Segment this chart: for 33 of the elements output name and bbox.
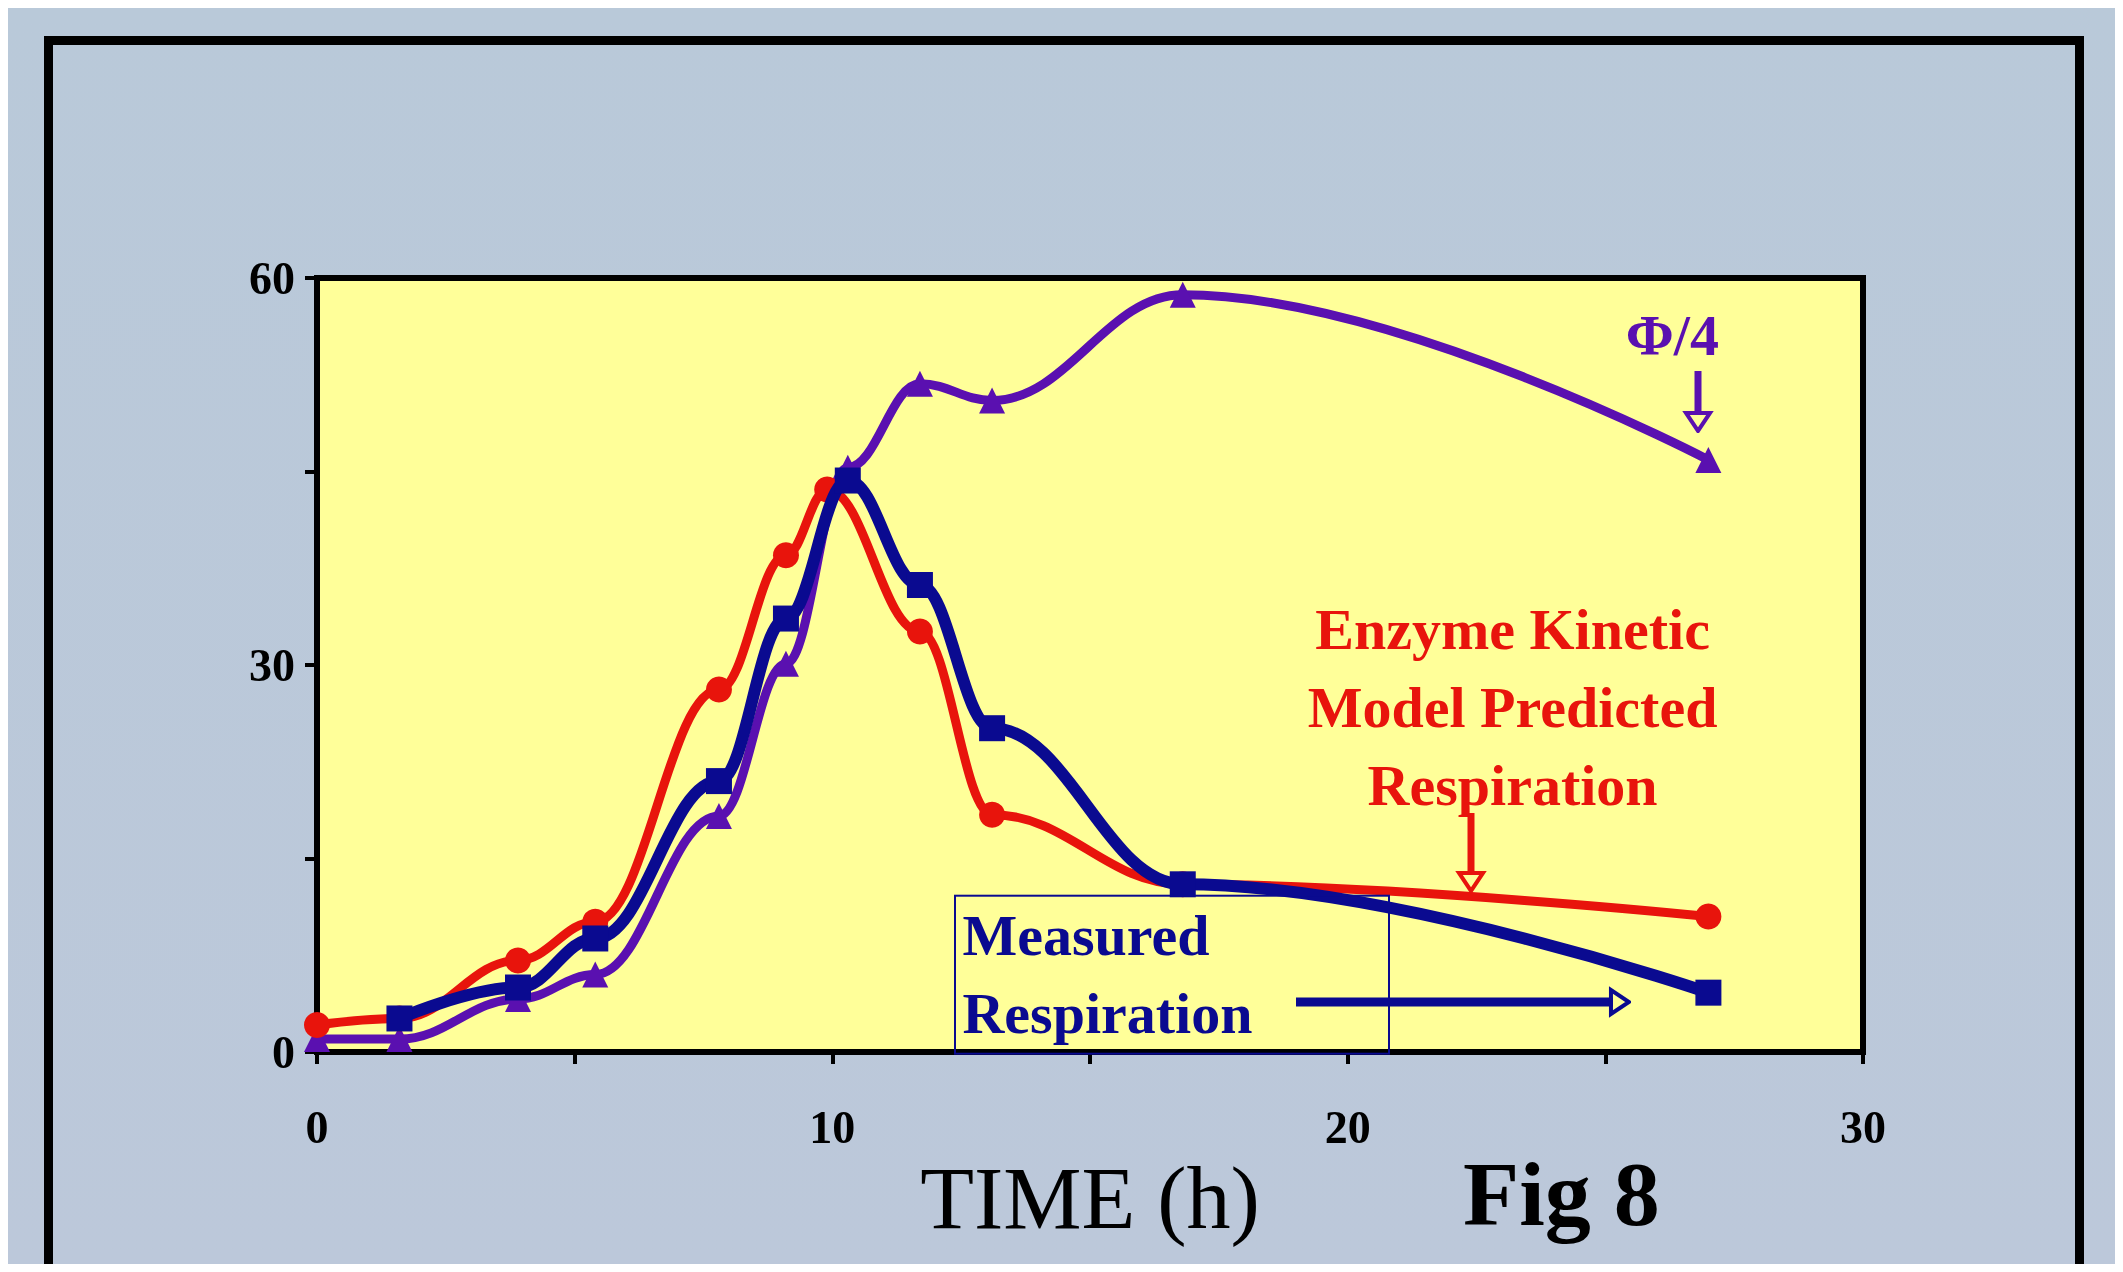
point [1695,979,1722,1006]
point [1169,281,1196,308]
point [772,605,799,632]
point [772,542,799,569]
point [304,1011,330,1038]
point [582,925,609,952]
point [705,802,732,829]
series-label: Φ/4 [1624,301,1720,370]
x-tick-label: 30 [1840,1101,1886,1153]
point [979,801,1006,828]
y-tick-label: 30 [249,639,295,691]
y-tick-label: 0 [272,1026,295,1078]
series-label: Enzyme Kinetic Model Predicted Respiration [1306,595,1719,820]
y-tick-label: 60 [249,252,295,304]
point [705,768,732,795]
point [979,387,1006,414]
point [1695,903,1722,930]
x-tick-label: 0 [305,1101,329,1153]
caption: Fig 8 [1463,1143,1660,1245]
point [979,715,1006,742]
x-tick-label: 10 [809,1101,856,1153]
point [1695,446,1722,473]
point [906,370,933,397]
point [906,572,933,599]
point [906,618,933,645]
point [582,961,609,988]
x-axis-title: TIME (h) [920,1150,1260,1248]
point [705,676,732,703]
x-tick-label: 20 [1324,1101,1371,1153]
point [504,974,531,1001]
series-label: Measured Respiration [954,894,1391,1055]
point [834,467,861,494]
point [505,947,531,974]
